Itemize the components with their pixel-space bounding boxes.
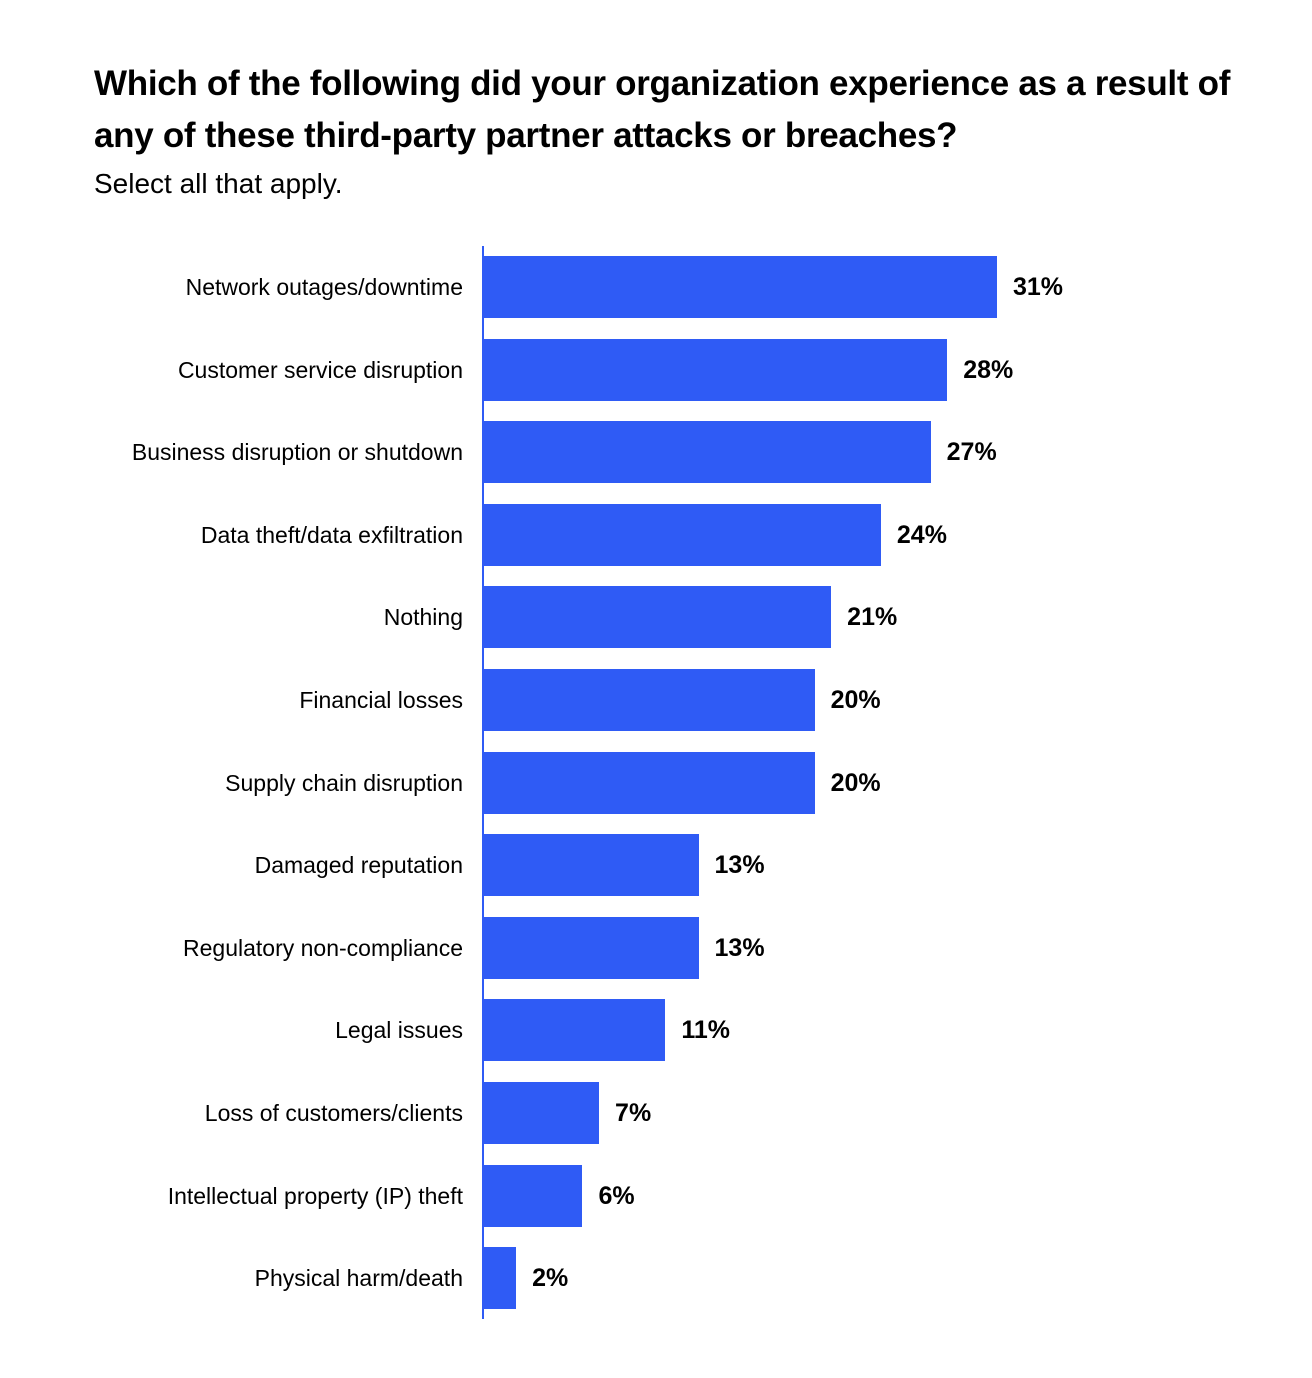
category-label: Financial losses [299, 687, 463, 713]
category-label: Network outages/downtime [185, 274, 463, 300]
bar [483, 916, 699, 979]
category-label: Supply chain disruption [225, 769, 463, 796]
category-label: Data theft/data exfiltration [200, 521, 463, 548]
bar-row: Loss of customers/clients 7% [0, 1082, 1312, 1144]
value-label: 13% [714, 933, 765, 962]
bar-row: Supply chain disruption 20% [0, 751, 1312, 814]
category-label: Business disruption or shutdown [131, 439, 463, 466]
bar-row: Nothing 21% [0, 586, 1312, 649]
bar-row: Business disruption or shutdown 27% [0, 421, 1312, 484]
value-label: 27% [946, 438, 997, 467]
bar-row: Customer service disruption 28% [0, 338, 1312, 401]
category-label: Nothing [383, 604, 463, 631]
value-label: 31% [1012, 273, 1064, 301]
bar [483, 751, 815, 814]
bar [483, 669, 815, 731]
value-label: 11% [681, 1016, 731, 1045]
bar-row: Intellectual property (IP) theft 6% [0, 1164, 1312, 1227]
bar-row: Data theft/data exfiltration 24% [0, 503, 1312, 566]
bar [483, 834, 699, 897]
value-label: 13% [714, 851, 765, 880]
bar-row: Regulatory non-compliance 13% [0, 916, 1312, 979]
bar [483, 256, 997, 318]
bar [483, 1247, 517, 1310]
category-label: Loss of customers/clients [204, 1100, 463, 1126]
bar-row: Financial losses 20% [0, 669, 1312, 731]
category-label: Regulatory non-compliance [183, 934, 463, 961]
value-label: 6% [598, 1181, 635, 1210]
category-label: Intellectual property (IP) theft [167, 1182, 463, 1209]
category-label: Damaged reputation [254, 852, 463, 879]
bar [483, 421, 931, 484]
value-label: 7% [615, 1099, 652, 1127]
category-label: Legal issues [335, 1017, 463, 1044]
bar [483, 1082, 600, 1144]
bar-row: Physical harm/death 2% [0, 1247, 1312, 1310]
category-label: Customer service disruption [177, 356, 463, 383]
category-label: Physical harm/death [254, 1265, 463, 1292]
bar-row: Network outages/downtime 31% [0, 256, 1312, 318]
value-label: 28% [963, 355, 1014, 384]
bar [483, 503, 881, 566]
bar-row: Legal issues 11% [0, 999, 1312, 1062]
value-label: 2% [532, 1264, 569, 1293]
bar [483, 338, 948, 401]
bar [483, 999, 666, 1062]
value-label: 20% [830, 686, 881, 714]
value-label: 21% [847, 603, 898, 632]
bar [483, 586, 832, 649]
chart-subtitle: Select all that apply. [94, 168, 343, 199]
value-label: 20% [830, 768, 881, 797]
bar [483, 1164, 583, 1227]
bar-row: Damaged reputation 13% [0, 834, 1312, 897]
chart-title: Which of the following did your organiza… [94, 64, 1231, 155]
value-label: 24% [896, 520, 947, 549]
